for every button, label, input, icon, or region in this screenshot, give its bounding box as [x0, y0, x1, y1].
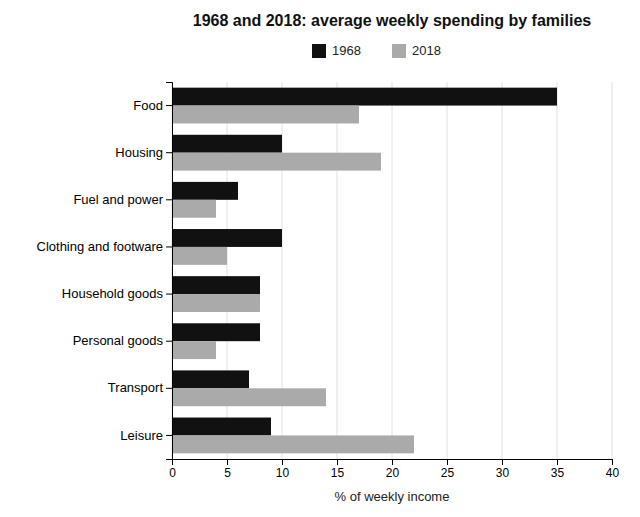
tick-mark — [447, 459, 448, 465]
tick: Fuel and power — [73, 192, 172, 207]
axis-line — [173, 460, 613, 466]
legend-swatch — [312, 44, 326, 58]
tick-mark — [282, 459, 283, 465]
tick-label: Housing — [115, 145, 163, 160]
bar — [172, 153, 381, 171]
tick-mark — [166, 341, 172, 342]
tick-mark — [166, 435, 172, 436]
y-axis: Food Housing Fuel and power Clothing and fo… — [37, 83, 173, 460]
bar-series — [172, 88, 557, 436]
tick-mark — [612, 459, 613, 465]
tick: 5 — [224, 459, 231, 480]
title: 1968 and 2018: average weekly spending b… — [193, 12, 592, 29]
chart: 0 5 10 15 20 25 30 35 40 Food Housing Fuel and powe… — [0, 0, 640, 517]
tick: Personal goods — [73, 333, 172, 348]
tick-label: Fuel and power — [73, 192, 163, 207]
tick: 35 — [551, 459, 565, 480]
tick-mark — [166, 199, 172, 200]
tick-mark — [502, 459, 503, 465]
tick: Leisure — [120, 428, 172, 443]
tick-label: Leisure — [120, 428, 163, 443]
tick-label: 20 — [386, 466, 400, 480]
bar — [172, 341, 216, 359]
bar — [172, 88, 557, 106]
grid-line — [502, 82, 503, 459]
tick-mark — [166, 388, 172, 389]
tick-label: 30 — [496, 466, 510, 480]
tick-mark — [392, 459, 393, 465]
tick-label: 10 — [276, 466, 290, 480]
tick: 0 — [169, 459, 176, 480]
tick-label: 25 — [441, 466, 455, 480]
axis-title: % of weekly income — [335, 489, 450, 504]
grid-line — [392, 82, 393, 459]
bar — [172, 294, 260, 312]
bar — [172, 135, 282, 153]
legend-item: 1968 — [312, 43, 361, 58]
tick: 30 — [496, 459, 510, 480]
grid-line — [337, 82, 338, 459]
tick-label: Personal goods — [73, 333, 164, 348]
bar — [172, 370, 249, 388]
tick-mark — [166, 294, 172, 295]
tick: 10 — [276, 459, 290, 480]
tick-label: Household goods — [62, 286, 164, 301]
grid-line — [447, 82, 448, 459]
tick-label: 0 — [169, 466, 176, 480]
tick: 20 — [386, 459, 400, 480]
legend-swatch — [392, 44, 406, 58]
bar — [172, 418, 271, 436]
bar — [172, 388, 326, 406]
bar — [172, 247, 227, 265]
tick-mark — [557, 459, 558, 465]
tick-label: Food — [133, 98, 163, 113]
tick: 25 — [441, 459, 455, 480]
bar — [172, 323, 260, 341]
bars — [172, 88, 557, 454]
bar — [172, 106, 359, 124]
plot: 0 5 10 15 20 25 30 35 40 Food Housing Fuel and powe… — [37, 82, 620, 480]
bar — [172, 276, 260, 294]
axis-line — [166, 83, 173, 460]
tick-label: Transport — [108, 380, 164, 395]
tick-mark — [337, 459, 338, 465]
x-axis: 0 5 10 15 20 25 30 35 40 — [169, 459, 619, 480]
tick-label: 5 — [224, 466, 231, 480]
grid-line — [612, 82, 613, 459]
tick-label: 35 — [551, 466, 565, 480]
bar — [172, 229, 282, 247]
tick-mark — [166, 152, 172, 153]
grid — [172, 82, 612, 459]
grid-line — [557, 82, 558, 459]
tick-mark — [227, 459, 228, 465]
legend-label: 2018 — [412, 43, 441, 58]
tick-mark — [166, 105, 172, 106]
tick: Housing — [115, 145, 172, 160]
tick-label: 15 — [331, 466, 345, 480]
bar — [172, 200, 216, 218]
legend-label: 1968 — [332, 43, 361, 58]
tick-mark — [166, 246, 172, 247]
bar — [172, 182, 238, 200]
tick: 40 — [606, 459, 620, 480]
tick: 15 — [331, 459, 345, 480]
tick-label: Clothing and footware — [37, 239, 163, 254]
legend-item: 2018 — [392, 43, 441, 58]
bar-series — [172, 106, 414, 454]
bar — [172, 435, 414, 453]
legend: 1968 2018 — [312, 43, 441, 58]
tick: Clothing and footware — [37, 239, 172, 254]
tick: Household goods — [62, 286, 172, 301]
tick-label: 40 — [606, 466, 620, 480]
tick: Food — [133, 98, 172, 113]
tick: Transport — [108, 380, 172, 395]
